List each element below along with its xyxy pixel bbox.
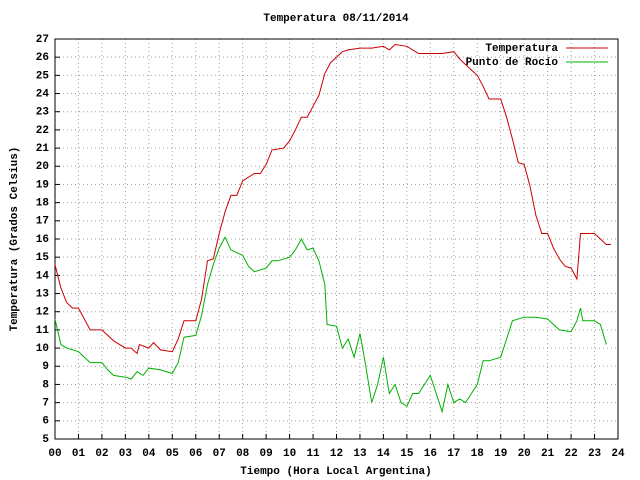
x-tick-label: 15 (400, 448, 414, 460)
x-tick-label: 19 (494, 448, 507, 460)
data-line (54, 43, 611, 355)
x-tick-label: 02 (95, 448, 108, 460)
y-axis-label: Temperatura (Grados Celsius) (9, 147, 21, 332)
y-tick-label: 10 (36, 343, 49, 355)
y-tick-label: 20 (36, 161, 49, 173)
y-tick-label: 14 (36, 270, 50, 282)
y-tick-label: 15 (36, 252, 50, 264)
x-tick-label: 23 (588, 448, 602, 460)
x-tick-label: 16 (424, 448, 437, 460)
x-tick-label: 18 (471, 448, 485, 460)
x-tick-label: 14 (377, 448, 391, 460)
plot-frame (54, 38, 619, 440)
x-tick-label: 04 (142, 448, 156, 460)
x-tick-label: 12 (330, 448, 343, 460)
chart-title: Temperatura 08/11/2014 (263, 13, 409, 25)
y-tick-label: 11 (36, 325, 50, 337)
y-tick-label: 22 (36, 125, 49, 137)
y-tick-label: 9 (42, 361, 49, 373)
x-tick-label: 09 (260, 448, 273, 460)
y-tick-label: 23 (36, 107, 50, 119)
y-tick-label: 5 (42, 434, 49, 446)
y-tick-label: 26 (36, 52, 49, 64)
x-tick-label: 01 (72, 448, 86, 460)
x-tick-label: 11 (306, 448, 320, 460)
y-tick-label: 21 (36, 143, 50, 155)
x-tick-label: 03 (119, 448, 133, 460)
legend-label: Punto de Rocío (466, 57, 559, 69)
y-tick-label: 7 (42, 398, 49, 410)
y-tick-label: 17 (36, 216, 49, 228)
x-tick-label: 22 (564, 448, 577, 460)
y-tick-label: 16 (36, 234, 49, 246)
x-tick-label: 08 (236, 448, 250, 460)
y-tick-label: 25 (36, 70, 50, 82)
x-tick-label: 07 (213, 448, 226, 460)
x-tick-label: 13 (353, 448, 367, 460)
y-tick-label: 8 (42, 379, 49, 391)
y-tick-label: 13 (36, 288, 50, 300)
y-tick-label: 18 (36, 198, 50, 210)
y-tick-label: 27 (36, 34, 49, 46)
x-tick-label: 05 (166, 448, 180, 460)
data-line (54, 236, 607, 414)
x-tick-label: 06 (189, 448, 202, 460)
x-tick-label: 00 (48, 448, 61, 460)
x-tick-label: 10 (283, 448, 296, 460)
legend-label: Temperatura (485, 43, 558, 55)
y-tick-label: 19 (36, 179, 49, 191)
y-tick-label: 6 (42, 416, 49, 428)
x-tick-label: 24 (611, 448, 625, 460)
x-tick-label: 21 (541, 448, 555, 460)
y-tick-label: 24 (36, 88, 50, 100)
x-axis-label: Tiempo (Hora Local Argentina) (240, 466, 431, 478)
x-tick-label: 17 (447, 448, 460, 460)
y-tick-label: 12 (36, 307, 49, 319)
x-tick-label: 20 (518, 448, 531, 460)
